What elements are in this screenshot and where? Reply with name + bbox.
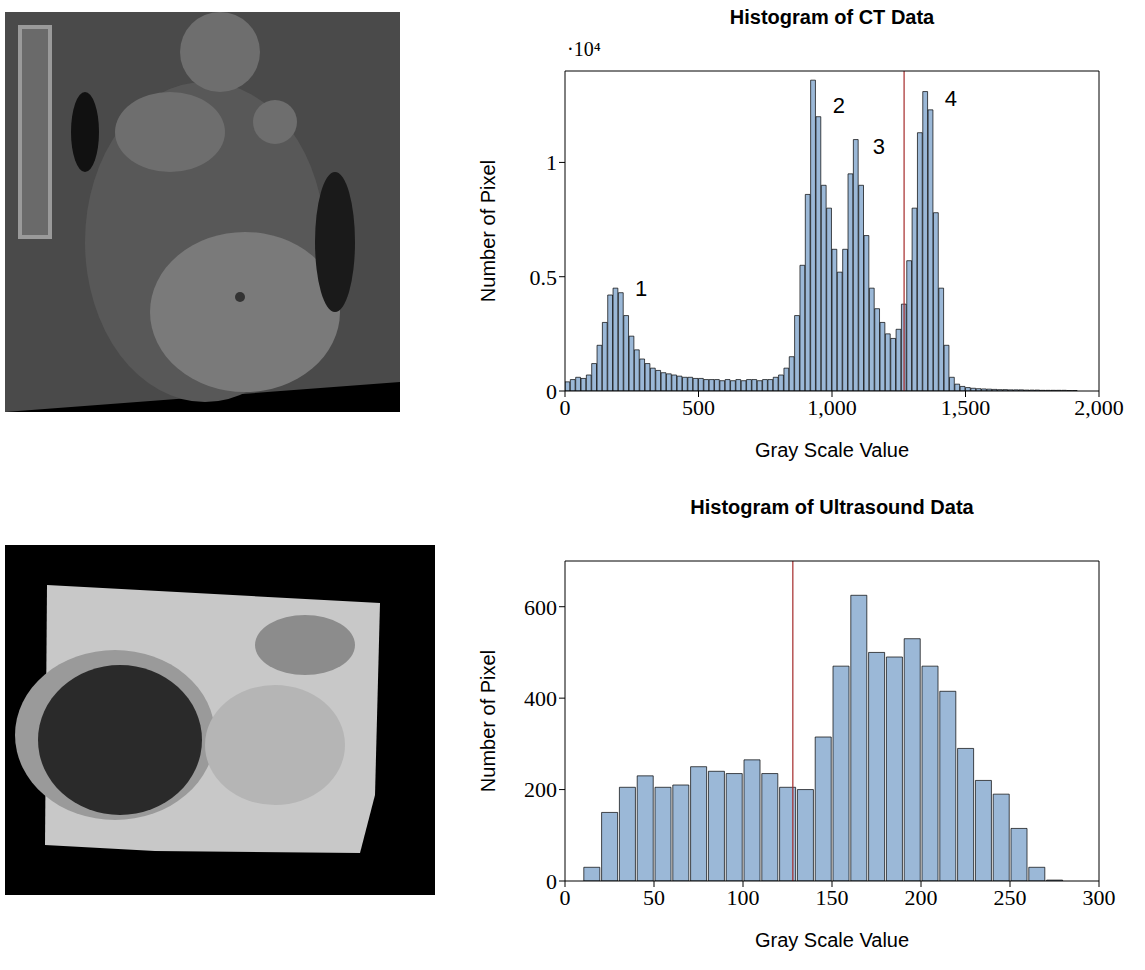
svg-text:0: 0 xyxy=(560,885,571,910)
svg-text:500: 500 xyxy=(682,395,715,420)
svg-text:0: 0 xyxy=(546,869,557,894)
svg-text:Number of Pixel: Number of Pixel xyxy=(477,650,499,792)
svg-text:2: 2 xyxy=(833,93,845,118)
svg-text:1: 1 xyxy=(546,150,557,175)
svg-text:0: 0 xyxy=(560,395,571,420)
svg-text:400: 400 xyxy=(524,686,557,711)
svg-text:3: 3 xyxy=(873,134,885,159)
html-text:Histogram of CT Data: Histogram of CT Data xyxy=(729,6,935,28)
svg-text:200: 200 xyxy=(524,777,557,802)
svg-text:0.5: 0.5 xyxy=(530,265,558,290)
svg-text:100: 100 xyxy=(727,885,760,910)
html-text:Histogram of Ultrasound Data: Histogram of Ultrasound Data xyxy=(690,496,974,518)
svg-text:2,000: 2,000 xyxy=(1074,395,1124,420)
svg-text:250: 250 xyxy=(994,885,1027,910)
svg-text:300: 300 xyxy=(1083,885,1116,910)
svg-text:0: 0 xyxy=(546,379,557,404)
svg-text:600: 600 xyxy=(524,595,557,620)
html-text:·10⁴: ·10⁴ xyxy=(567,38,601,60)
svg-text:1: 1 xyxy=(635,276,647,301)
svg-text:1,500: 1,500 xyxy=(941,395,991,420)
svg-text:4: 4 xyxy=(945,86,957,111)
svg-text:Gray Scale Value: Gray Scale Value xyxy=(755,929,909,951)
svg-text:Number of Pixel: Number of Pixel xyxy=(477,160,499,302)
svg-text:150: 150 xyxy=(816,885,849,910)
svg-text:Gray Scale Value: Gray Scale Value xyxy=(755,439,909,461)
svg-text:1,000: 1,000 xyxy=(807,395,857,420)
svg-text:50: 50 xyxy=(643,885,665,910)
svg-text:200: 200 xyxy=(905,885,938,910)
